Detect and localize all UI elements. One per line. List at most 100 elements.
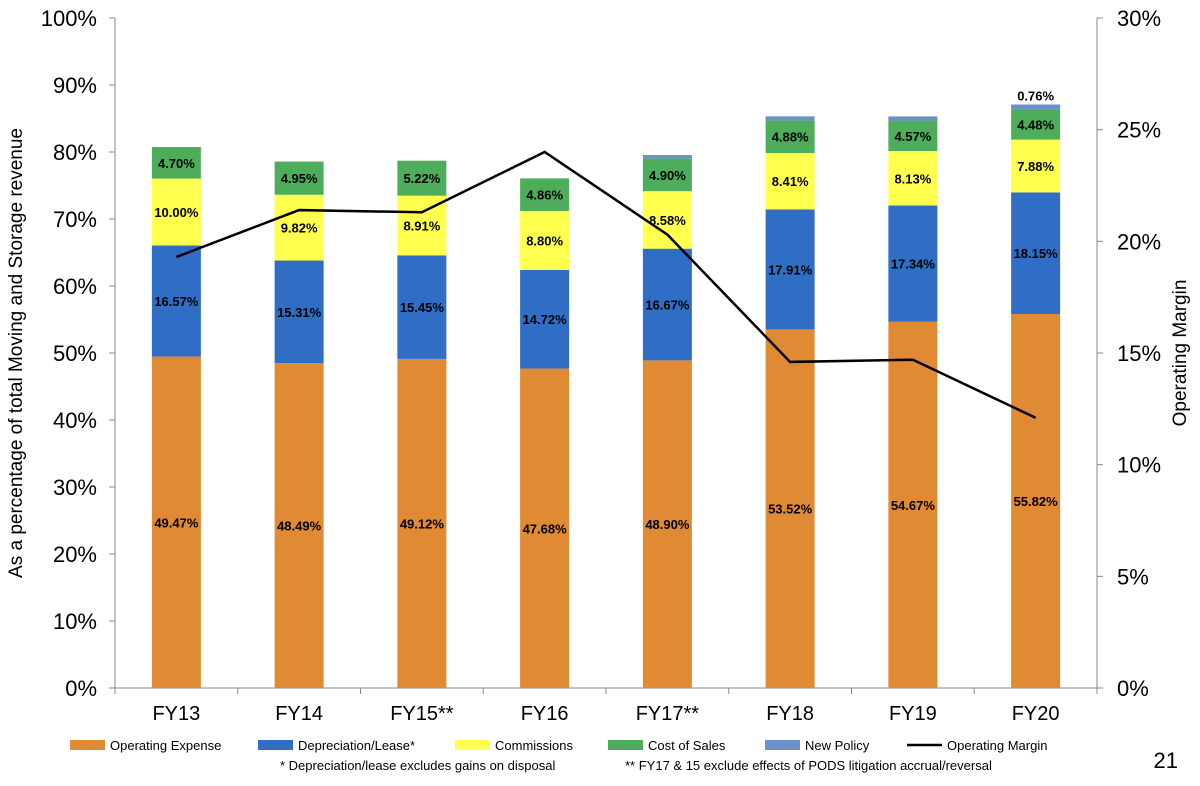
right-tick-label: 20% — [1117, 229, 1161, 254]
bar-segment — [520, 368, 570, 688]
footnote: ** FY17 & 15 exclude effects of PODS lit… — [625, 758, 992, 773]
left-tick-label: 10% — [53, 609, 97, 634]
data-label: 4.70% — [158, 156, 195, 171]
bar-segment — [888, 116, 938, 121]
legend-label: Operating Expense — [110, 738, 221, 753]
right-tick-label: 0% — [1117, 676, 1149, 701]
left-tick-label: 30% — [53, 475, 97, 500]
left-tick-label: 40% — [53, 408, 97, 433]
data-label: 4.57% — [894, 129, 931, 144]
data-label: 14.72% — [523, 312, 568, 327]
x-tick-label: FY15** — [390, 703, 454, 725]
bar-segment — [151, 178, 201, 246]
bar-segment — [274, 194, 324, 261]
bar-segment — [642, 360, 692, 688]
left-tick-label: 20% — [53, 542, 97, 567]
bar-segment — [888, 321, 938, 688]
x-tick-label: FY18 — [766, 703, 814, 725]
data-label: 49.47% — [154, 515, 199, 530]
x-tick-label: FY14 — [275, 703, 323, 725]
bar-segment — [520, 178, 570, 211]
y-axis-title: As a percentage of total Moving and Stor… — [6, 128, 27, 578]
data-label: 48.90% — [645, 517, 690, 532]
footnote: * Depreciation/lease excludes gains on d… — [280, 758, 555, 773]
operating-margin-line — [175, 150, 1037, 419]
data-label: 8.80% — [526, 233, 563, 248]
legend-label: Operating Margin — [947, 738, 1047, 753]
bar-segment — [888, 205, 938, 322]
bar-segment — [642, 155, 692, 159]
data-label: 8.91% — [403, 219, 440, 234]
x-tick-label: FY20 — [1012, 703, 1060, 725]
bar-segment — [1011, 314, 1061, 688]
legend-label: Cost of Sales — [648, 738, 726, 753]
right-tick-label: 25% — [1117, 118, 1161, 143]
legend-swatch — [455, 740, 490, 750]
data-label: 48.49% — [277, 519, 322, 534]
data-label: 49.12% — [400, 516, 445, 531]
bar-segment — [1011, 109, 1061, 140]
left-tick-label: 90% — [53, 73, 97, 98]
bar-segment — [642, 191, 692, 249]
bar-segment — [888, 151, 938, 206]
data-label: 5.22% — [403, 171, 440, 186]
data-label: 54.67% — [891, 498, 936, 513]
data-label: 4.86% — [526, 188, 563, 203]
bar-segment — [1011, 104, 1061, 110]
bar-segment — [888, 120, 938, 152]
bar-segment — [151, 356, 201, 688]
y2-axis-title: Operating Margin — [1170, 280, 1191, 427]
x-tick-label: FY19 — [889, 703, 937, 725]
data-label: 53.52% — [768, 502, 813, 517]
left-tick-label: 60% — [53, 274, 97, 299]
bar-segment — [765, 120, 815, 154]
right-tick-label: 30% — [1117, 6, 1161, 31]
data-label: 4.88% — [772, 130, 809, 145]
bar-segment — [765, 329, 815, 688]
right-tick-label: 5% — [1117, 564, 1149, 589]
legend-swatch — [70, 740, 105, 750]
data-label: 7.88% — [1017, 159, 1054, 174]
bar-segment — [274, 363, 324, 688]
page-number: 21 — [1153, 748, 1178, 773]
bar-segment — [520, 269, 570, 369]
bar-segment — [520, 210, 570, 270]
bar-segment — [1011, 192, 1061, 315]
data-label: 16.67% — [645, 298, 690, 313]
data-label: 8.13% — [894, 171, 931, 186]
left-tick-label: 50% — [53, 341, 97, 366]
x-tick-label: FY16 — [521, 703, 569, 725]
data-label: 18.15% — [1014, 246, 1059, 261]
bar-segment — [274, 161, 324, 195]
bar-segment — [765, 116, 815, 121]
x-tick-label: FY17** — [636, 703, 700, 725]
data-label: 47.68% — [523, 521, 568, 536]
bar-segment — [765, 209, 815, 330]
left-tick-label: 100% — [41, 6, 97, 31]
data-label: 4.48% — [1017, 118, 1054, 133]
bar-segment — [151, 245, 201, 357]
bar-segment — [151, 147, 201, 179]
data-label: 15.45% — [400, 300, 445, 315]
data-label: 17.34% — [891, 257, 936, 272]
legend-label: New Policy — [805, 738, 870, 753]
legend-swatch — [765, 740, 800, 750]
bar-segment — [397, 255, 447, 359]
data-label: 9.82% — [281, 221, 318, 236]
bar-segment — [765, 153, 815, 210]
data-label: 10.00% — [154, 205, 199, 220]
data-label: 16.57% — [154, 294, 199, 309]
bar-segment — [397, 160, 447, 196]
data-label: 4.95% — [281, 171, 318, 186]
data-label: 15.31% — [277, 305, 322, 320]
bar-segment — [1011, 139, 1061, 193]
data-label: 8.41% — [772, 174, 809, 189]
bar-segment — [274, 260, 324, 364]
data-label: 4.90% — [649, 168, 686, 183]
bar-segment — [642, 158, 692, 192]
x-tick-label: FY13 — [152, 703, 200, 725]
right-tick-label: 15% — [1117, 341, 1161, 366]
data-label: 0.76% — [1017, 88, 1054, 103]
legend-swatch — [258, 740, 293, 750]
